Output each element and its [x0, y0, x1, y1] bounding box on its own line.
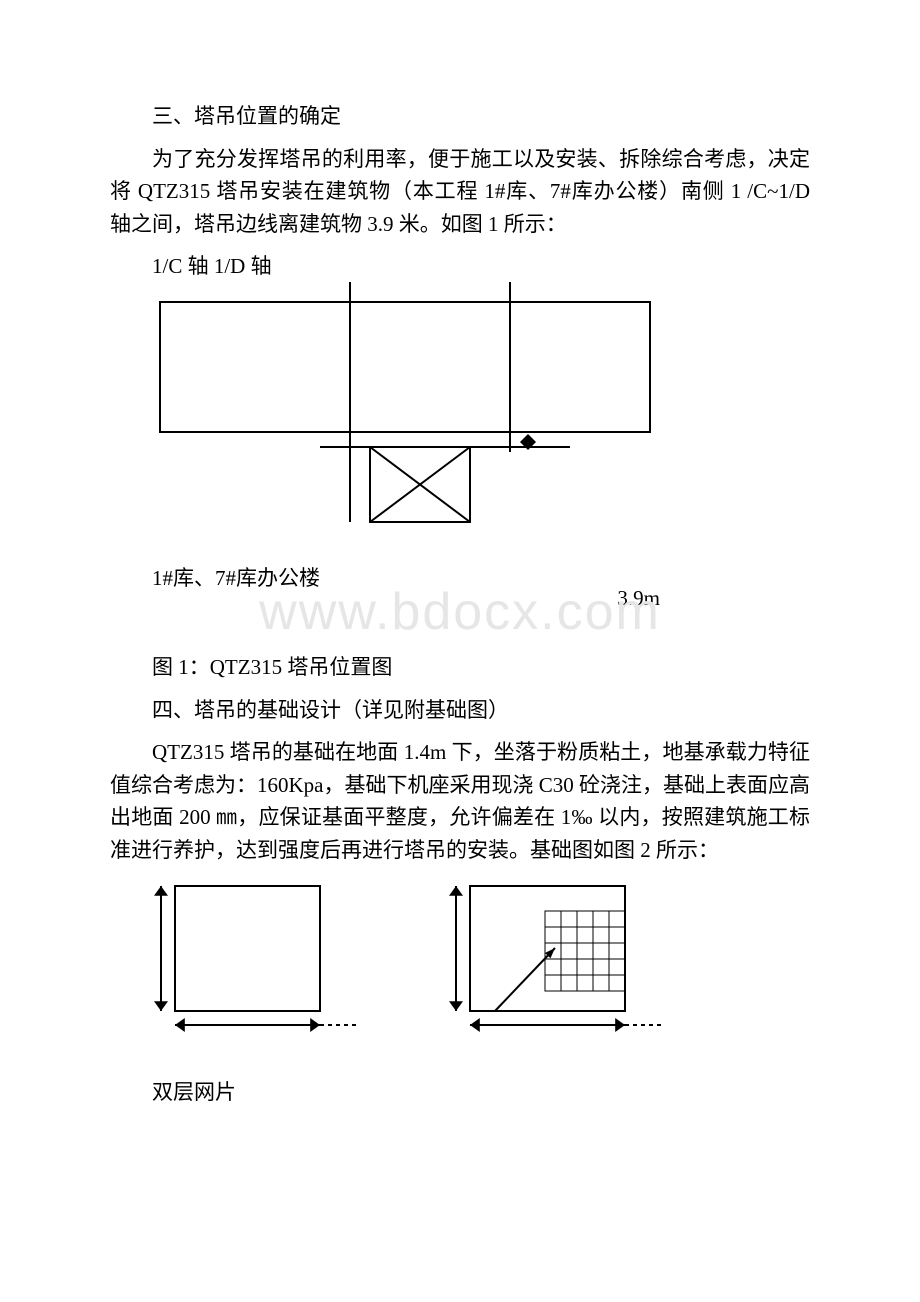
section4-heading: 四、塔吊的基础设计（详见附基础图）: [110, 694, 810, 727]
figure-1: [140, 282, 660, 532]
section4-para1: QTZ315 塔吊的基础在地面 1.4m 下，坐落于粉质粘土，地基承载力特征值综…: [110, 736, 810, 866]
mesh-label: 双层网片: [110, 1076, 810, 1109]
axis-label: 1/C 轴 1/D 轴: [152, 250, 810, 280]
figure-2: [140, 876, 720, 1046]
figure-1-svg: [140, 282, 660, 532]
figure-2-svg: [140, 876, 720, 1046]
section3-para1: 为了充分发挥塔吊的利用率，便于施工以及安装、拆除综合考虑，决定将 QTZ315 …: [110, 143, 810, 241]
page: 三、塔吊位置的确定 为了充分发挥塔吊的利用率，便于施工以及安装、拆除综合考虑，决…: [0, 0, 920, 1302]
section3-heading: 三、塔吊位置的确定: [110, 100, 810, 133]
figure-1-caption: 图 1：QTZ315 塔吊位置图: [110, 651, 810, 684]
